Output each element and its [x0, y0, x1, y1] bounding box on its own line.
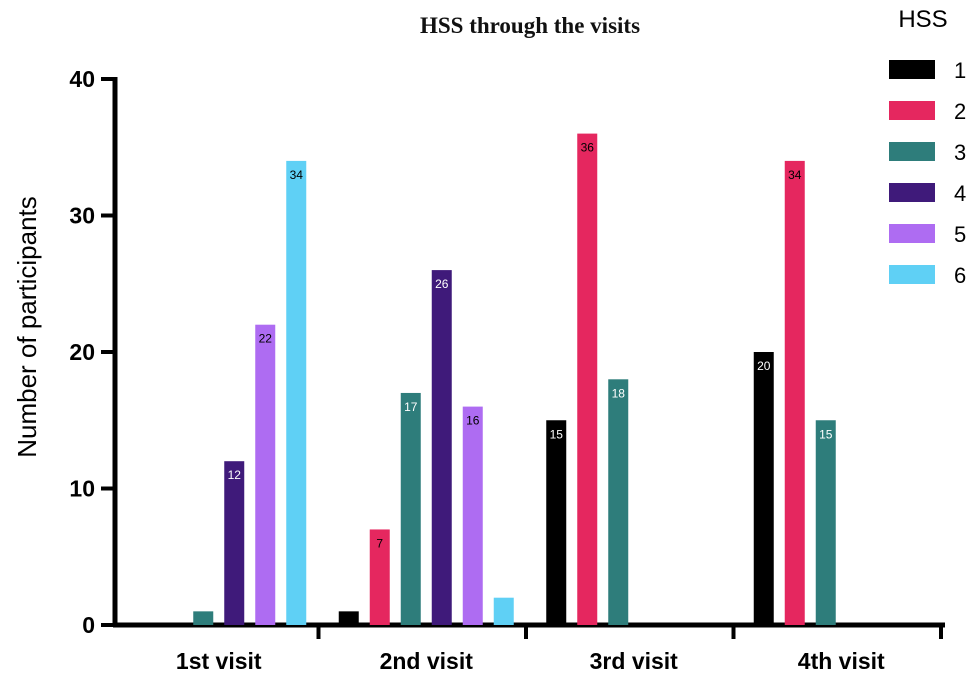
y-axis-label: Number of participants [12, 196, 42, 458]
x-category-label: 2nd visit [380, 648, 474, 674]
legend-title: HSS [898, 6, 947, 33]
y-tick-label: 10 [69, 476, 95, 502]
bar-value-label: 22 [259, 332, 273, 346]
x-category-label: 3rd visit [590, 648, 679, 674]
bar-hss-5 [462, 406, 483, 625]
bar-hss-2 [369, 529, 390, 625]
bar-hss-1 [338, 611, 359, 625]
bar-hss-4 [431, 270, 452, 625]
bar-value-label: 18 [612, 386, 626, 400]
legend-label-4: 4 [954, 181, 966, 206]
y-tick-label: 40 [69, 66, 95, 92]
bar-value-label: 34 [290, 168, 304, 182]
legend: 1 2 3 4 5 6 [889, 58, 966, 288]
x-category-label: 1st visit [176, 648, 262, 674]
bar-value-label: 36 [581, 141, 595, 155]
bar-value-label: 17 [404, 400, 418, 414]
bar-hss-3 [193, 611, 214, 625]
x-category-label: 4th visit [798, 648, 885, 674]
bar-hss-6 [493, 597, 514, 625]
legend-label-1: 1 [954, 58, 966, 83]
bar-hss-3 [608, 379, 629, 625]
bar-value-label: 7 [376, 536, 383, 550]
bar-hss-5 [255, 324, 276, 625]
bar-value-label: 15 [819, 427, 833, 441]
legend-swatch-2 [889, 101, 935, 120]
y-tick-label: 0 [82, 612, 95, 638]
y-tick-label: 20 [69, 339, 95, 365]
bar-hss-2 [784, 160, 805, 625]
bar-value-label: 20 [757, 359, 771, 373]
bars: 15 20 7 36 34 17 18 15 12 26 22 16 34 [193, 133, 836, 625]
axes: 0 10 20 30 40 1st visit 2nd visit 3rd visit 4th … [69, 66, 945, 674]
y-tick-label: 30 [69, 203, 95, 229]
bar-value-label: 26 [435, 277, 449, 291]
bar-hss-4 [224, 461, 245, 625]
legend-swatch-5 [889, 224, 935, 243]
legend-swatch-4 [889, 183, 935, 202]
bar-value-label: 34 [788, 168, 802, 182]
bar-hss-1 [753, 352, 774, 625]
legend-label-5: 5 [954, 222, 966, 247]
chart-title: HSS through the visits [420, 13, 640, 38]
bar-hss-3 [815, 420, 836, 625]
legend-swatch-1 [889, 60, 935, 79]
bar-value-label: 12 [228, 468, 242, 482]
bar-hss-3 [400, 392, 421, 625]
legend-label-2: 2 [954, 99, 966, 124]
legend-label-6: 6 [954, 263, 966, 288]
bar-hss-6 [286, 160, 307, 625]
legend-swatch-3 [889, 142, 935, 161]
bar-value-label: 15 [550, 427, 564, 441]
bar-hss-1 [546, 420, 567, 625]
bar-hss-2 [577, 133, 598, 625]
legend-label-3: 3 [954, 140, 966, 165]
legend-swatch-6 [889, 265, 935, 284]
bar-value-label: 16 [466, 414, 480, 428]
